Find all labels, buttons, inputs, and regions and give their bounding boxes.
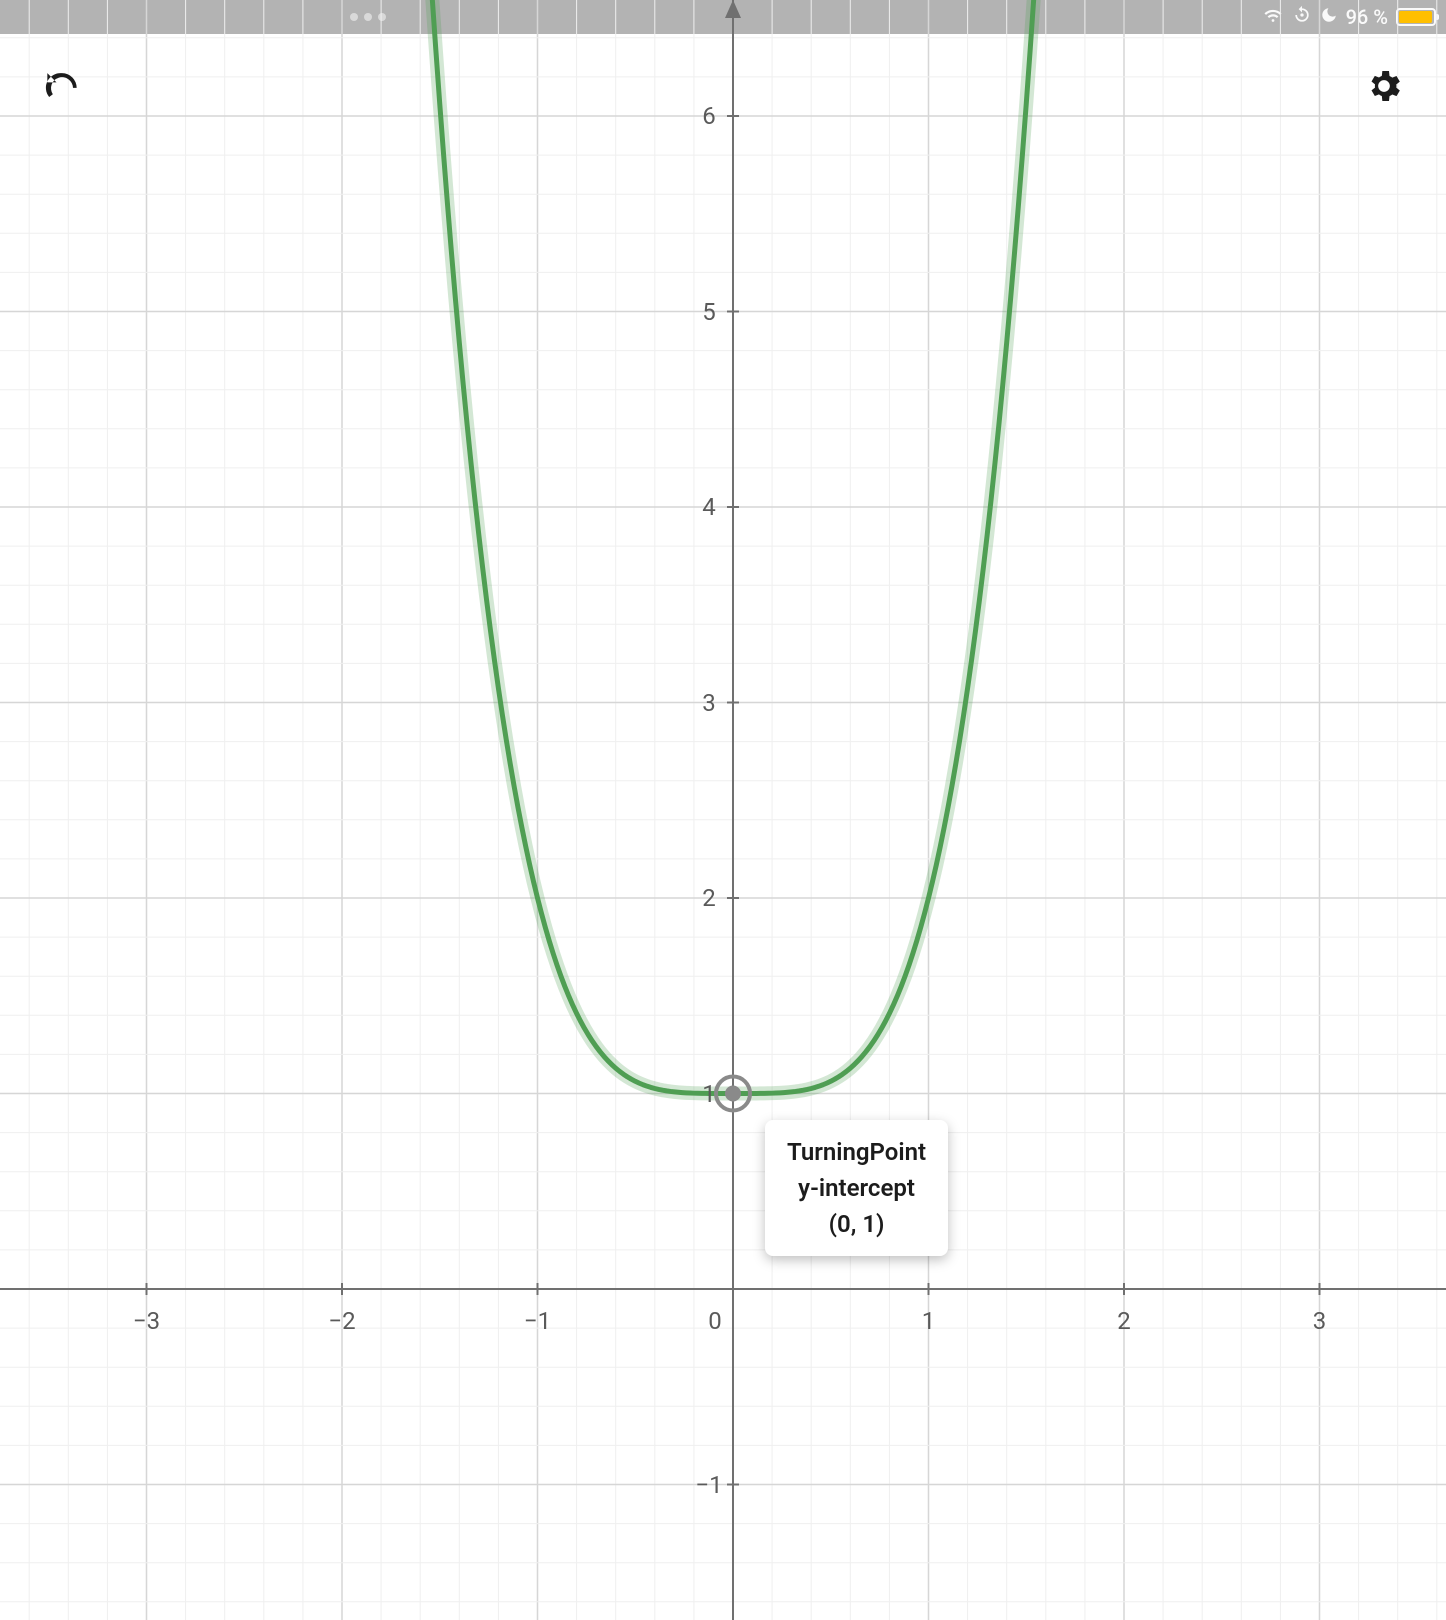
turning-point-dot[interactable] xyxy=(725,1086,741,1102)
y-axis-label: 6 xyxy=(702,102,716,130)
y-axis-label: 2 xyxy=(702,884,716,912)
x-axis-label: 2 xyxy=(1117,1307,1131,1335)
y-axis-label: 4 xyxy=(702,493,716,521)
gear-icon xyxy=(1364,66,1404,110)
x-axis-label: 1 xyxy=(922,1307,936,1335)
y-axis-arrow xyxy=(725,0,741,18)
tooltip-line: y-intercept xyxy=(787,1170,926,1206)
x-axis-label: −1 xyxy=(524,1307,551,1335)
y-axis-label: −1 xyxy=(695,1471,722,1499)
tooltip-line: TurningPoint xyxy=(787,1134,926,1170)
y-axis-label: 3 xyxy=(702,689,716,717)
undo-icon xyxy=(40,64,84,112)
point-tooltip: TurningPoint y-intercept (0, 1) xyxy=(765,1120,948,1256)
x-axis-label: 0 xyxy=(708,1307,722,1335)
graph-canvas[interactable] xyxy=(0,0,1446,1620)
settings-button[interactable] xyxy=(1360,64,1408,112)
x-axis-label: −2 xyxy=(328,1307,355,1335)
undo-button[interactable] xyxy=(38,64,86,112)
tooltip-line: (0, 1) xyxy=(787,1206,926,1242)
x-axis-label: −3 xyxy=(133,1307,160,1335)
y-axis-label: 5 xyxy=(702,298,716,326)
y-axis-label: 1 xyxy=(702,1080,716,1108)
x-axis-label: 3 xyxy=(1313,1307,1327,1335)
